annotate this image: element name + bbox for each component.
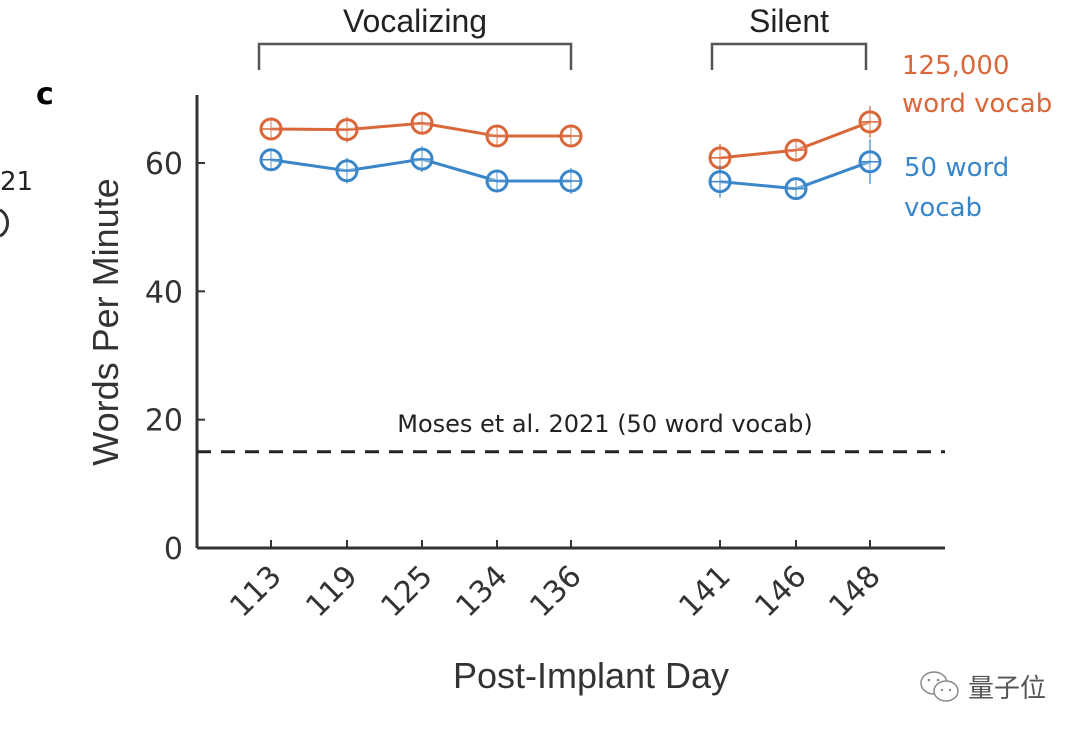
left-fragment-text: 21 xyxy=(0,167,33,197)
group-bracket xyxy=(710,42,868,70)
legend: 125,000 word vocab 50 word vocab xyxy=(902,51,1052,223)
group-bracket xyxy=(257,42,573,70)
legend-label: 50 word xyxy=(904,153,1009,183)
reference-line-label: Moses et al. 2021 (50 word vocab) xyxy=(397,410,812,438)
x-tick-label: 141 xyxy=(672,559,737,624)
panel-label: c xyxy=(36,77,54,112)
watermark: 量子位 xyxy=(918,668,1046,705)
legend-label: vocab xyxy=(904,193,982,223)
series-group xyxy=(259,105,882,201)
group-label: Silent xyxy=(749,3,829,39)
x-tick-label: 146 xyxy=(748,559,813,624)
x-tick-label: 148 xyxy=(822,559,887,624)
x-tick-label: 134 xyxy=(449,559,514,624)
reference-line-group: Moses et al. 2021 (50 word vocab) xyxy=(197,410,945,454)
x-tick-label: 119 xyxy=(299,559,364,624)
group-label: Vocalizing xyxy=(343,3,487,39)
group-brackets: Vocalizing Silent xyxy=(257,3,868,70)
legend-label: 125,000 xyxy=(902,51,1010,81)
wechat-icon xyxy=(920,670,959,702)
x-axis-title: Post-Implant Day xyxy=(453,655,729,696)
legend-label: word vocab xyxy=(902,89,1052,119)
y-tick-label: 40 xyxy=(145,275,183,310)
x-tick-label: 125 xyxy=(374,559,439,624)
series-0 xyxy=(259,105,882,172)
y-tick-label: 20 xyxy=(145,404,183,439)
watermark-text: 量子位 xyxy=(968,674,1047,704)
y-tick-label: 0 xyxy=(164,532,183,567)
series-1 xyxy=(259,139,882,201)
y-tick-label: 60 xyxy=(145,147,183,182)
x-tick-label: 136 xyxy=(523,559,588,624)
x-tick-label: 113 xyxy=(223,559,288,624)
axes: 0 20 40 60 113 119 125 134 136 141 146 148 xyxy=(145,95,945,624)
y-axis-title: Words Per Minute xyxy=(85,178,126,465)
left-fragment-shape xyxy=(0,208,9,238)
